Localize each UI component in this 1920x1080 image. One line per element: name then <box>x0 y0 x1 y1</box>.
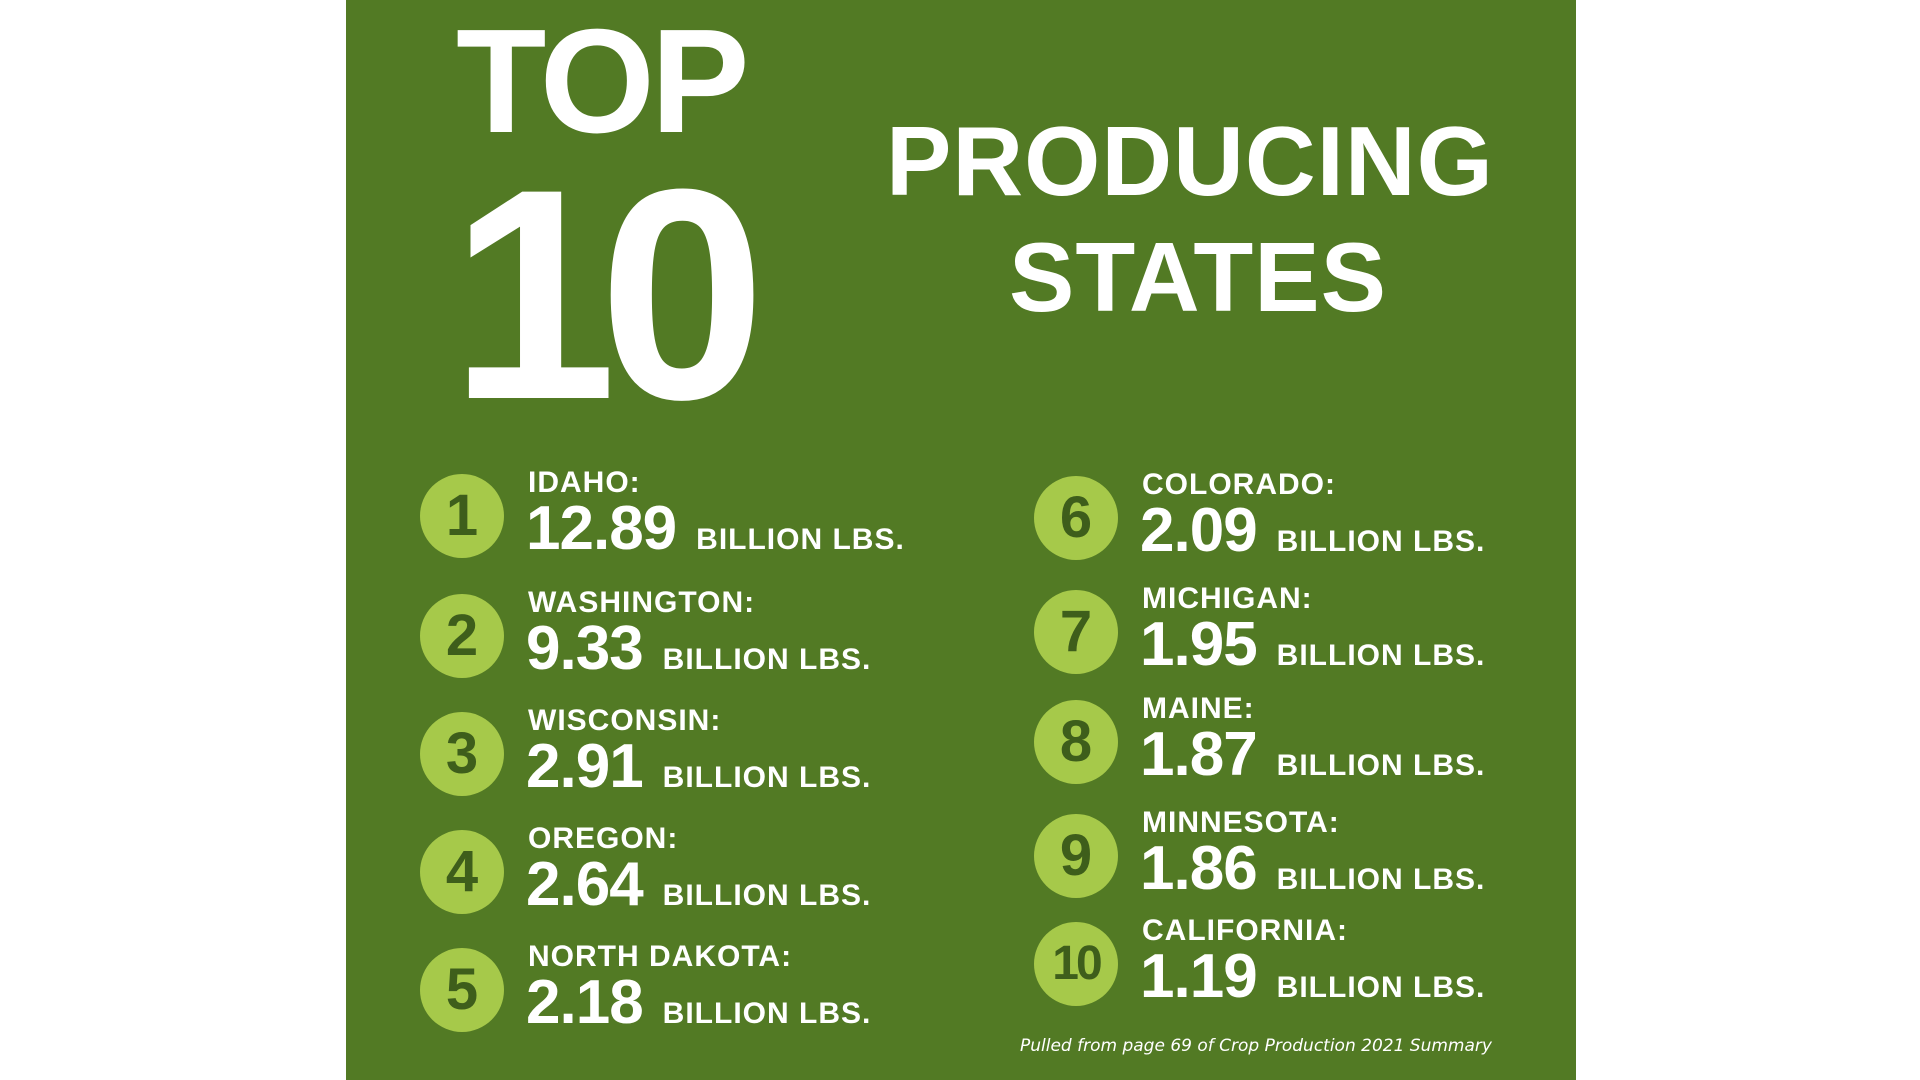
rank-badge: 7 <box>1034 590 1118 674</box>
state-value: 1.87 <box>1140 720 1258 789</box>
state-value-line: 1.95 BILLION LBS. <box>1140 614 1485 676</box>
state-value-line: 2.18 BILLION LBS. <box>526 972 871 1034</box>
state-name: WASHINGTON: <box>528 586 756 619</box>
rank-badge: 10 <box>1034 922 1118 1006</box>
title-states: STATES <box>1008 222 1388 332</box>
rank-item: 5 NORTH DAKOTA: 2.18 BILLION LBS. <box>420 942 980 1042</box>
state-name: WISCONSIN: <box>528 704 722 737</box>
rank-badge: 5 <box>420 948 504 1032</box>
state-unit: BILLION LBS. <box>1276 749 1486 782</box>
rank-item: 6 COLORADO: 2.09 BILLION LBS. <box>1034 470 1594 570</box>
state-value: 2.18 <box>526 968 644 1037</box>
state-value-line: 2.09 BILLION LBS. <box>1140 500 1485 562</box>
state-name: COLORADO: <box>1142 468 1336 501</box>
state-name: NORTH DAKOTA: <box>528 940 793 973</box>
rank-item: 2 WASHINGTON: 9.33 BILLION LBS. <box>420 588 980 688</box>
rank-badge: 8 <box>1034 700 1118 784</box>
state-value: 2.64 <box>526 850 644 919</box>
state-value-line: 2.64 BILLION LBS. <box>526 854 871 916</box>
state-unit: BILLION LBS. <box>662 643 872 676</box>
rank-badge: 9 <box>1034 814 1118 898</box>
state-value: 1.19 <box>1140 942 1258 1011</box>
infographic-panel: TOP 10 PRODUCING STATES 1 IDAHO: 12.89 BI… <box>346 0 1576 1080</box>
rank-item: 7 MICHIGAN: 1.95 BILLION LBS. <box>1034 584 1594 684</box>
state-value-line: 1.19 BILLION LBS. <box>1140 946 1485 1008</box>
rank-item: 4 OREGON: 2.64 BILLION LBS. <box>420 824 980 924</box>
rank-badge: 1 <box>420 474 504 558</box>
rank-item: 1 IDAHO: 12.89 BILLION LBS. <box>420 468 980 568</box>
source-note: Pulled from page 69 of Crop Production 2… <box>1020 1036 1492 1056</box>
state-unit: BILLION LBS. <box>1276 525 1486 558</box>
rank-item: 3 WISCONSIN: 2.91 BILLION LBS. <box>420 706 980 806</box>
state-name: MICHIGAN: <box>1142 582 1313 615</box>
state-value: 1.86 <box>1140 834 1258 903</box>
state-unit: BILLION LBS. <box>662 761 872 794</box>
rank-item: 8 MAINE: 1.87 BILLION LBS. <box>1034 694 1594 794</box>
state-unit: BILLION LBS. <box>662 879 872 912</box>
state-value: 1.95 <box>1140 610 1258 679</box>
state-value: 2.91 <box>526 732 644 801</box>
state-unit: BILLION LBS. <box>662 997 872 1030</box>
state-unit: BILLION LBS. <box>1276 639 1486 672</box>
title-producing: PRODUCING <box>886 106 1494 216</box>
state-value: 9.33 <box>526 614 644 683</box>
rank-badge: 4 <box>420 830 504 914</box>
state-value-line: 2.91 BILLION LBS. <box>526 736 871 798</box>
state-unit: BILLION LBS. <box>1276 863 1486 896</box>
state-value-line: 9.33 BILLION LBS. <box>526 618 871 680</box>
state-name: MAINE: <box>1142 692 1255 725</box>
rank-item: 9 MINNESOTA: 1.86 BILLION LBS. <box>1034 808 1594 908</box>
state-name: OREGON: <box>528 822 679 855</box>
state-value-line: 12.89 BILLION LBS. <box>526 498 905 560</box>
rank-badge: 3 <box>420 712 504 796</box>
state-name: MINNESOTA: <box>1142 806 1340 839</box>
state-unit: BILLION LBS. <box>696 523 905 556</box>
title-ten: 10 <box>450 126 766 462</box>
rank-item: 10 CALIFORNIA: 1.19 BILLION LBS. <box>1034 916 1594 1016</box>
rank-badge: 2 <box>420 594 504 678</box>
state-value: 12.89 <box>526 494 677 563</box>
state-unit: BILLION LBS. <box>1276 971 1486 1004</box>
rank-badge: 6 <box>1034 476 1118 560</box>
state-value: 2.09 <box>1140 496 1258 565</box>
state-name: IDAHO: <box>528 466 641 499</box>
state-value-line: 1.87 BILLION LBS. <box>1140 724 1485 786</box>
state-value-line: 1.86 BILLION LBS. <box>1140 838 1485 900</box>
title-top: TOP <box>456 0 750 164</box>
state-name: CALIFORNIA: <box>1142 914 1348 947</box>
